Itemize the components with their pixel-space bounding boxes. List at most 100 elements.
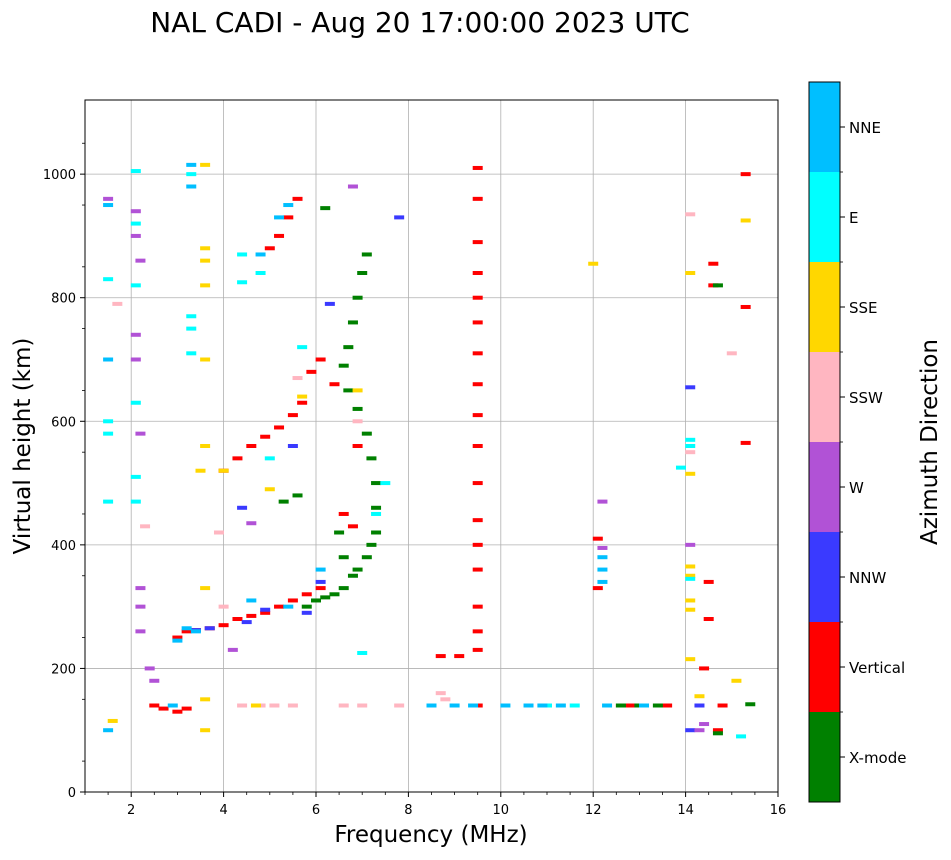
data-point (500, 703, 511, 708)
data-point (283, 203, 294, 208)
data-point (297, 345, 308, 350)
data-point (130, 209, 141, 214)
data-point (740, 440, 751, 445)
data-point (338, 555, 349, 560)
data-point (149, 703, 160, 708)
data-point (597, 567, 608, 572)
colorbar-swatch (809, 262, 840, 352)
data-point (103, 499, 114, 504)
data-point (237, 252, 248, 257)
data-point (292, 493, 303, 498)
data-point (740, 304, 751, 309)
data-point (324, 301, 335, 306)
x-tick-label: 6 (312, 803, 320, 818)
data-point (361, 431, 372, 436)
x-tick-label: 14 (677, 803, 694, 818)
series-x-mode (278, 206, 756, 736)
data-point (472, 567, 483, 572)
data-point (274, 233, 285, 238)
data-point (186, 326, 197, 331)
data-point (218, 604, 229, 609)
data-point (315, 579, 326, 584)
data-point (144, 666, 155, 671)
data-point (135, 258, 146, 263)
x-tick-label: 8 (404, 803, 412, 818)
data-point (218, 623, 229, 628)
data-point (357, 271, 368, 275)
data-point (685, 598, 696, 603)
data-point (338, 703, 349, 708)
data-point (181, 706, 192, 711)
data-point (329, 382, 340, 387)
data-point (241, 620, 252, 625)
series-nne (103, 162, 650, 733)
data-point (712, 283, 723, 288)
ticks-layer: 2 4 6 8 10 12 14 16 0 200 400 600 800 1000 (43, 142, 787, 818)
data-point (472, 382, 483, 387)
data-point (468, 703, 479, 708)
colorbar-label: Azimuth Direction (917, 339, 943, 545)
data-point (200, 357, 211, 362)
x-tick-label: 2 (127, 803, 135, 818)
data-point (130, 474, 141, 479)
data-point (130, 499, 141, 504)
data-point (287, 703, 298, 708)
data-point (200, 162, 211, 167)
data-point (352, 388, 363, 393)
data-point (685, 444, 696, 448)
data-point (394, 215, 405, 220)
data-point (130, 332, 141, 337)
data-point (352, 295, 363, 300)
data-point (181, 629, 192, 634)
data-point (103, 419, 114, 424)
data-point (597, 555, 608, 560)
data-point (685, 450, 696, 455)
colorbar: X-mode Vertical NNW W SSW SSE E NNE (808, 81, 906, 803)
data-point (260, 434, 271, 439)
data-point (172, 638, 183, 643)
data-point (361, 252, 372, 257)
x-axis-label: Frequency (MHz) (334, 822, 527, 848)
data-point (186, 172, 197, 177)
data-point (181, 626, 192, 631)
data-point (703, 617, 714, 621)
data-point (472, 413, 483, 418)
series-e (103, 169, 747, 739)
colorbar-swatch (809, 82, 840, 172)
data-point (172, 709, 183, 714)
data-point (283, 215, 294, 220)
data-point (472, 444, 483, 448)
data-point (472, 295, 483, 300)
colorbar-label-x-mode: X-mode (849, 749, 906, 767)
colorbar-swatch (809, 352, 840, 442)
data-point (712, 731, 723, 736)
data-point (200, 586, 211, 591)
data-point (454, 654, 465, 659)
data-point (685, 564, 696, 569)
data-point (315, 567, 326, 572)
data-point (186, 162, 197, 167)
data-point (135, 431, 146, 436)
data-point (347, 320, 358, 325)
data-point (685, 573, 696, 578)
data-point (426, 703, 437, 708)
data-point (694, 703, 705, 708)
data-point (130, 221, 141, 226)
data-point (292, 376, 303, 381)
series-vertical (149, 165, 751, 733)
data-point (246, 521, 257, 526)
data-point (274, 215, 285, 220)
data-point (685, 607, 696, 612)
data-point (352, 567, 363, 572)
x-tick-label: 12 (585, 803, 602, 818)
data-point (297, 400, 308, 405)
data-point (352, 419, 363, 424)
x-tick-label: 16 (770, 803, 787, 818)
data-point (306, 369, 317, 374)
data-point (694, 694, 705, 699)
data-point (274, 604, 285, 609)
data-point (269, 703, 280, 708)
data-point (685, 471, 696, 476)
data-point (685, 576, 696, 581)
data-point (745, 702, 756, 707)
